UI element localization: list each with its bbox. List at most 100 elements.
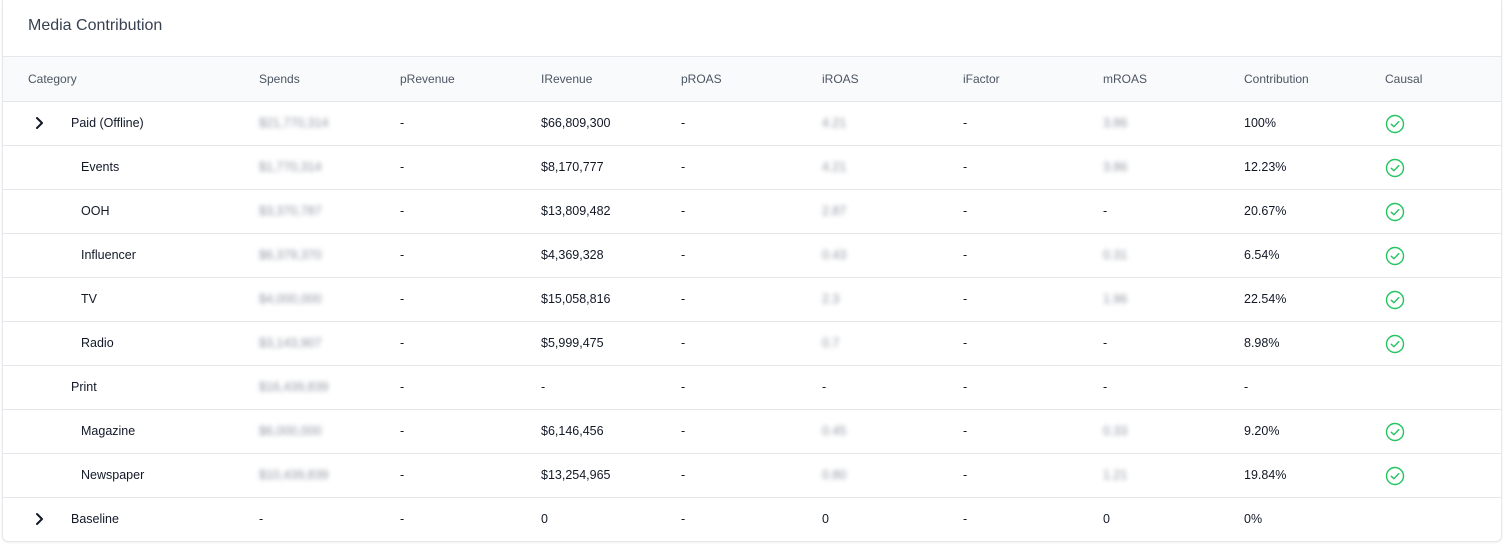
cell-ifactor: - [963,292,968,306]
cell-spends: $21,770,314 [259,116,329,130]
header-ifactor[interactable]: iFactor [963,72,1000,86]
cell-proas: - [681,116,686,130]
cell-prevenue: - [400,204,405,218]
cell-proas: - [681,468,686,482]
cell-category: Newspaper [81,468,145,482]
header-contribution[interactable]: Contribution [1244,72,1309,86]
header-spends[interactable]: Spends [259,72,300,86]
cell-irevenue: $6,146,456 [541,424,604,438]
header-category[interactable]: Category [28,72,77,86]
cell-ifactor: - [963,512,968,526]
cell-spends: $6,379,370 [259,248,322,262]
cell-irevenue: - [541,380,546,394]
table-row[interactable]: Baseline - - 0 - 0 - 0 0% [3,497,1501,541]
cell-ifactor: - [963,204,968,218]
cell-category: OOH [81,204,110,218]
cell-contribution: 20.67% [1244,204,1287,218]
cell-iroas: 4.21 [822,160,847,174]
cell-ifactor: - [963,248,968,262]
cell-spends: $4,000,000 [259,292,322,306]
cell-irevenue: $5,999,475 [541,336,604,350]
cell-proas: - [681,336,686,350]
cell-iroas: 0.80 [822,468,847,482]
table-row: Magazine $6,000,000 - $6,146,456 - 0.45 - 0.33 9… [3,409,1501,454]
cell-category: TV [81,292,97,306]
check-circle-icon [1385,422,1405,442]
chevron-right-icon[interactable] [31,511,47,527]
card-title: Media Contribution [28,17,163,34]
header-mroas[interactable]: mROAS [1103,72,1148,86]
cell-proas: - [681,248,686,262]
table-row[interactable]: Paid (Offline) $21,770,314 - $66,809,300 - 4.… [3,101,1501,146]
cell-irevenue: $15,058,816 [541,292,611,306]
cell-contribution: 9.20% [1244,424,1280,438]
header-iroas[interactable]: iROAS [822,72,859,86]
cell-category: Paid (Offline) [71,116,144,130]
table-row: OOH $3,370,787 - $13,809,482 - 2.87 - - 20.67% [3,189,1501,234]
cell-mroas: 1.96 [1103,292,1128,306]
cell-irevenue: 0 [541,512,548,526]
cell-spends: - [259,512,264,526]
header-prevenue[interactable]: pRevenue [400,72,455,86]
cell-iroas: 0 [822,512,829,526]
cell-mroas: 0 [1103,512,1110,526]
cell-spends: $3,143,907 [259,336,322,350]
cell-irevenue: $13,809,482 [541,204,611,218]
cell-prevenue: - [400,424,405,438]
header-proas[interactable]: pROAS [681,72,722,86]
cell-proas: - [681,424,686,438]
cell-spends: $6,000,000 [259,424,322,438]
cell-mroas: - [1103,380,1108,394]
table-row: Events $1,770,314 - $8,170,777 - 4.21 - 3.86 12.… [3,145,1501,190]
chevron-right-icon[interactable] [31,115,47,131]
cell-mroas: - [1103,204,1108,218]
table-row: Print $16,439,839 - - - - - - - [3,365,1501,410]
cell-irevenue: $13,254,965 [541,468,611,482]
table-row: Influencer $6,379,370 - $4,369,328 - 0.43 - 0.3… [3,233,1501,278]
cell-prevenue: - [400,292,405,306]
cell-ifactor: - [963,336,968,350]
cell-iroas: 2.87 [822,204,847,218]
check-circle-icon [1385,158,1405,178]
cell-mroas: 3.86 [1103,160,1128,174]
cell-category: Influencer [81,248,136,262]
check-circle-icon [1385,114,1405,134]
cell-proas: - [681,160,686,174]
cell-iroas: 2.3 [822,292,840,306]
cell-spends: $3,370,787 [259,204,322,218]
cell-mroas: 0.33 [1103,424,1128,438]
cell-mroas: 0.31 [1103,248,1128,262]
cell-contribution: 22.54% [1244,292,1287,306]
cell-contribution: - [1244,380,1249,394]
cell-category: Baseline [71,512,119,526]
cell-proas: - [681,204,686,218]
cell-iroas: 0.43 [822,248,847,262]
check-circle-icon [1385,246,1405,266]
check-circle-icon [1385,334,1405,354]
cell-mroas: - [1103,336,1108,350]
cell-contribution: 19.84% [1244,468,1287,482]
cell-prevenue: - [400,336,405,350]
cell-proas: - [681,512,686,526]
table-row: TV $4,000,000 - $15,058,816 - 2.3 - 1.96 22.54% [3,277,1501,322]
header-causal[interactable]: Causal [1385,72,1423,86]
cell-contribution: 12.23% [1244,160,1287,174]
cell-spends: $16,439,839 [259,380,329,394]
cell-contribution: 0% [1244,512,1263,526]
cell-prevenue: - [400,248,405,262]
check-circle-icon [1385,466,1405,486]
cell-spends: $10,439,839 [259,468,329,482]
cell-prevenue: - [400,380,405,394]
table-row: Radio $3,143,907 - $5,999,475 - 0.7 - - 8.98% [3,321,1501,366]
cell-category: Magazine [81,424,136,438]
cell-prevenue: - [400,160,405,174]
header-irevenue[interactable]: IRevenue [541,72,593,86]
cell-iroas: - [822,380,827,394]
cell-category: Print [71,380,97,394]
cell-ifactor: - [963,380,968,394]
cell-spends: $1,770,314 [259,160,322,174]
cell-mroas: 3.86 [1103,116,1128,130]
table-header: Category Spends pRevenue IRevenue pROAS … [3,56,1501,102]
cell-contribution: 100% [1244,116,1276,130]
